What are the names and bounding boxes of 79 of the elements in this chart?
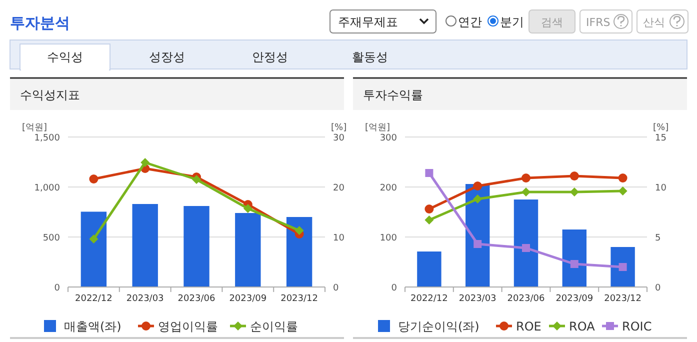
y-tick-label: 1,000 (34, 184, 60, 194)
x-tick-label: 2023/09 (229, 294, 267, 304)
x-tick-label: 2023/06 (507, 294, 545, 304)
text: 산식 (643, 16, 665, 29)
y-tick-label: 300 (380, 134, 398, 144)
y2-axis-title: [%] (653, 123, 669, 133)
text: 분기 (500, 15, 524, 29)
point (473, 194, 482, 204)
text: 연간 (458, 15, 482, 29)
bar (514, 200, 538, 287)
text: 안정성 (252, 50, 288, 64)
y-axis-title: [억원] (22, 123, 48, 133)
point (89, 234, 98, 244)
point (425, 169, 434, 177)
y2-tick-label: 0 (333, 284, 339, 294)
y-tick-label: 0 (391, 284, 398, 294)
chart-title: 투자수익률 (363, 88, 423, 102)
text: 검색 (541, 16, 563, 29)
y2-tick-label: 10 (655, 184, 667, 194)
y2-tick-label: 15 (655, 134, 666, 144)
bar (80, 212, 107, 287)
text: 투자분석 (10, 14, 70, 32)
point (570, 172, 579, 180)
x-tick-label: 2023/09 (556, 294, 594, 304)
y2-tick-label: 0 (655, 284, 661, 294)
bar (235, 213, 261, 287)
point (474, 240, 482, 248)
x-tick-label: 2022/12 (410, 294, 448, 304)
text: 활동성 (352, 50, 388, 64)
y2-tick-label: 10 (333, 234, 345, 244)
y2-tick-label: 5 (655, 234, 661, 244)
text: 주재무제표 (338, 15, 398, 29)
point (424, 216, 434, 224)
chart-title: 수익성지표 (20, 88, 80, 102)
x-tick-label: 2023/06 (178, 294, 216, 304)
legend-label: 당기순이익(좌) (398, 320, 480, 334)
point (89, 174, 98, 184)
bar (562, 230, 586, 287)
bar (610, 247, 635, 287)
x-tick-label: 2023/12 (280, 294, 318, 304)
y-axis-title: [억원] (365, 123, 390, 133)
text: IFRS (586, 16, 610, 29)
x-tick-label: 2023/03 (458, 294, 496, 304)
point (570, 260, 578, 268)
point (618, 186, 628, 196)
point (522, 244, 530, 252)
bar (132, 204, 158, 287)
y-tick-label: 0 (54, 284, 60, 294)
point (618, 263, 627, 271)
legend-label: ROA (569, 320, 596, 334)
point (424, 204, 434, 214)
point (618, 174, 628, 182)
x-tick-label: 2023/12 (604, 294, 642, 304)
text: 수익성 (47, 50, 83, 64)
point (140, 158, 150, 167)
y-tick-label: 100 (380, 234, 398, 244)
text: 성장성 (149, 50, 185, 64)
y2-tick-label: 20 (333, 184, 345, 194)
y-tick-label: 500 (42, 234, 60, 244)
legend-label: ROE (516, 320, 542, 334)
bar (286, 217, 312, 287)
legend-label: 매출액(좌) (64, 320, 122, 334)
bar (417, 252, 442, 287)
y2-axis-title: [%] (331, 123, 347, 133)
x-tick-label: 2023/03 (126, 294, 164, 304)
legend-label: 순이익률 (250, 320, 298, 334)
legend-label: 영업이익률 (158, 320, 218, 334)
point (192, 175, 201, 184)
bar (184, 206, 210, 287)
y-tick-label: 200 (380, 184, 398, 194)
legend-label: ROIC (622, 320, 652, 334)
y-tick-label: 1,500 (34, 134, 60, 144)
point (522, 174, 530, 182)
x-tick-label: 2022/12 (75, 294, 112, 304)
point (522, 188, 530, 196)
point (243, 204, 252, 213)
y2-tick-label: 30 (333, 134, 345, 144)
point (473, 182, 482, 190)
point (294, 226, 304, 235)
